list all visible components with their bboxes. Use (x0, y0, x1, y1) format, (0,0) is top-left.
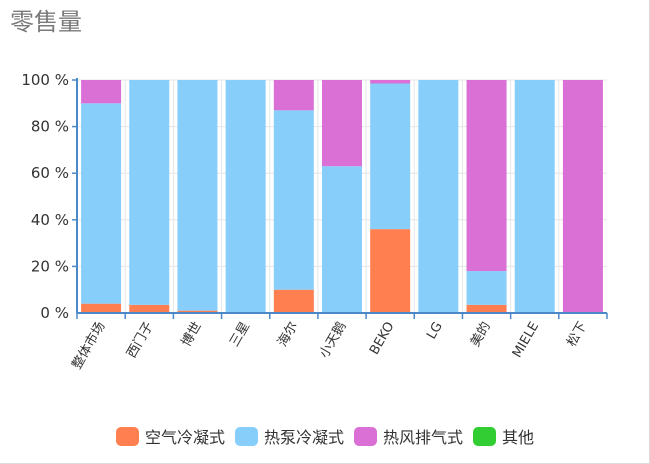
legend-item-vented[interactable]: 热风排气式 (354, 424, 463, 448)
bar-segment[interactable] (562, 80, 603, 313)
legend-item-other[interactable]: 其他 (473, 424, 534, 448)
bar-segment[interactable] (466, 80, 507, 272)
legend-swatch (115, 426, 139, 446)
legend-swatch (234, 426, 258, 446)
bar-segment[interactable] (225, 80, 266, 313)
x-tick-label: 海尔 (275, 320, 301, 350)
stacked-bar-chart: 0 % 20 % 40 % 60 % 80 % 100 % 整体市场 西门子 博世 三星 海尔 小天… (21, 71, 608, 372)
x-tick-label: 松下 (564, 320, 590, 350)
legend-label: 热泵冷凝式 (263, 428, 344, 447)
bar-segment[interactable] (129, 80, 170, 305)
chart-title: 零售量 (10, 8, 82, 36)
legend-swatch (354, 426, 377, 446)
bar-segment[interactable] (370, 229, 411, 313)
bar-segment[interactable] (81, 303, 122, 313)
bar-segment[interactable] (273, 289, 314, 313)
legend-label: 其他 (502, 428, 535, 447)
x-axis-tick-labels: 整体市场 西门子 博世 三星 海尔 小天鹅 BEKO LG 美的 MIELE 松下 (69, 319, 591, 372)
x-tick-label: LG (424, 320, 446, 343)
bar-segment[interactable] (273, 80, 314, 111)
bar-segment[interactable] (466, 271, 507, 305)
y-tick-label: 60 % (31, 164, 69, 182)
bar-segment[interactable] (129, 304, 170, 313)
bar-segment[interactable] (177, 310, 218, 313)
y-tick-label: 100 % (21, 71, 69, 89)
x-tick-label: 博世 (179, 320, 205, 350)
y-tick-label: 80 % (31, 118, 69, 136)
bar-segment[interactable] (370, 80, 411, 84)
legend-label: 空气冷凝式 (144, 428, 225, 447)
bar-segment[interactable] (322, 166, 362, 313)
legend-item-heat-pump[interactable]: 热泵冷凝式 (234, 424, 344, 448)
bar-segment[interactable] (81, 103, 122, 304)
x-tick-label: 小天鹅 (316, 319, 349, 361)
bar-segment[interactable] (514, 80, 555, 313)
y-axis-tick-labels: 0 % 20 % 40 % 60 % 80 % 100 % (21, 71, 69, 322)
legend: 空气冷凝式 热泵冷凝式 热风排气式 其他 (0, 424, 650, 448)
x-tick-label: 三星 (227, 320, 253, 350)
x-tick-label: 整体市场 (69, 319, 109, 372)
x-tick-label: MIELE (510, 320, 542, 361)
x-tick-label: BEKO (367, 320, 398, 358)
y-tick-label: 0 % (40, 304, 69, 322)
bar-segment[interactable] (466, 304, 507, 313)
legend-label: 热风排气式 (383, 428, 464, 447)
bar-segment[interactable] (81, 80, 122, 104)
bar-segment[interactable] (322, 80, 362, 167)
bar-segment[interactable] (273, 110, 314, 290)
y-tick-label: 20 % (31, 257, 69, 275)
legend-swatch (473, 426, 497, 446)
legend-item-air-condensing[interactable]: 空气冷凝式 (115, 424, 225, 448)
bar-segment[interactable] (370, 83, 411, 230)
bar-segment[interactable] (418, 80, 459, 313)
y-tick-label: 40 % (31, 211, 69, 229)
bar-segment[interactable] (177, 80, 218, 311)
axes (72, 78, 608, 319)
bars (81, 80, 603, 313)
x-tick-label: 西门子 (124, 320, 156, 361)
x-tick-label: 美的 (467, 319, 494, 350)
